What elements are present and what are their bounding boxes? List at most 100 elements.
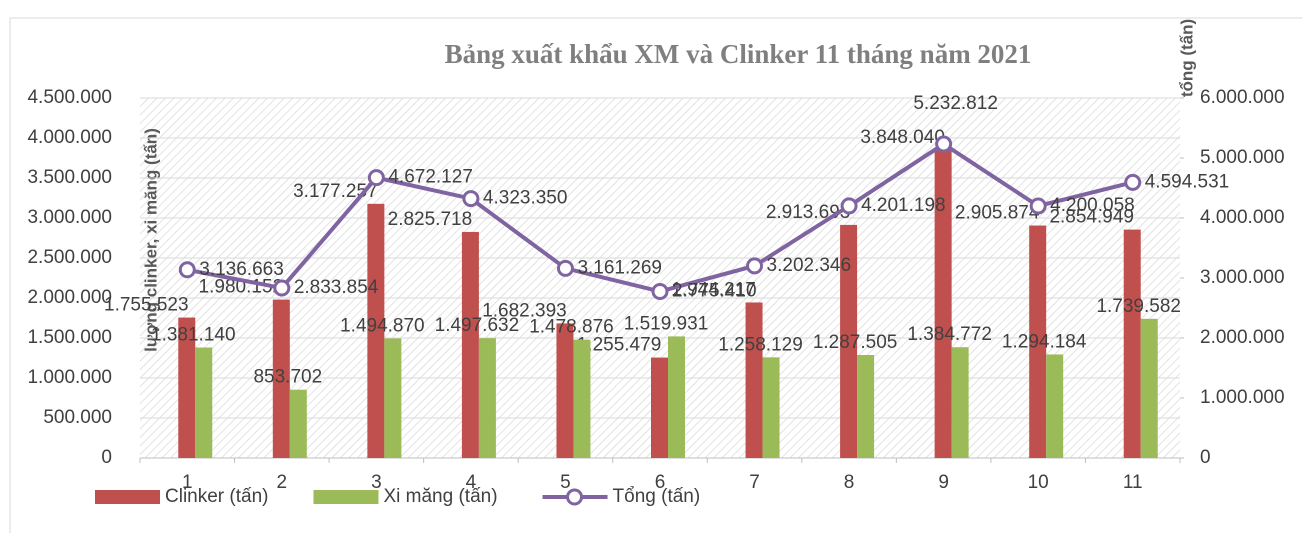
- x-tick-label: 10: [1028, 472, 1049, 493]
- bar: [195, 347, 213, 458]
- bar: [289, 389, 307, 458]
- bar: [461, 231, 479, 458]
- line-point: [840, 197, 858, 215]
- data-label: 2.854.949: [1049, 207, 1134, 228]
- line-point: [462, 190, 480, 208]
- line-point: [651, 282, 669, 300]
- data-label: 3.202.346: [767, 255, 852, 276]
- data-label: 1.755.523: [104, 295, 189, 316]
- data-label: 1.980.152: [199, 277, 284, 298]
- legend-label: Clinker (tấn): [165, 486, 268, 507]
- y2-tick-label: 5.000.000: [1200, 147, 1285, 168]
- data-label: 1.478.876: [529, 317, 614, 338]
- y2-tick-label: 0: [1200, 447, 1211, 468]
- y2-tick-label: 6.000.000: [1200, 87, 1285, 108]
- data-label: 3.848.040: [860, 127, 945, 148]
- bar: [478, 338, 496, 458]
- y-tick-label: 4.500.000: [27, 87, 112, 108]
- data-label: 1.497.632: [435, 315, 520, 336]
- data-label: 4.323.350: [483, 188, 568, 209]
- data-label: 1.494.870: [340, 315, 425, 336]
- data-label: 4.672.127: [388, 167, 473, 188]
- data-label: 1.739.582: [1096, 296, 1181, 317]
- y2-tick-label: 1.000.000: [1200, 387, 1285, 408]
- data-label: 1.255.479: [577, 335, 662, 356]
- y-tick-label: 1.500.000: [27, 327, 112, 348]
- line-point: [556, 259, 574, 277]
- bar: [1029, 225, 1047, 458]
- bar: [840, 224, 858, 458]
- data-label: 2.775.410: [672, 280, 757, 301]
- x-tick-label: 1: [182, 472, 193, 493]
- data-label: 5.232.812: [913, 93, 998, 114]
- y-tick-label: 1.000.000: [27, 367, 112, 388]
- data-label: 3.161.269: [577, 257, 662, 278]
- data-label: 1.294.184: [1002, 331, 1087, 352]
- bar: [1140, 318, 1158, 458]
- x-tick-label: 6: [655, 472, 666, 493]
- y-axis-label: lượng clinker, xi măng (tấn): [141, 128, 160, 352]
- data-label: 4.594.531: [1145, 171, 1230, 192]
- bar: [367, 203, 385, 458]
- y-tick-label: 2.000.000: [27, 287, 112, 308]
- legend-label: Tổng (tấn): [613, 486, 701, 507]
- x-tick-label: 5: [560, 472, 571, 493]
- line-point: [935, 135, 953, 153]
- x-tick-label: 7: [749, 472, 760, 493]
- bar: [951, 347, 969, 458]
- data-label: 3.136.663: [199, 259, 284, 280]
- bar: [762, 357, 780, 458]
- bar: [745, 302, 763, 458]
- legend-label: Xi măng (tấn): [383, 486, 497, 507]
- y2-tick-label: 4.000.000: [1200, 207, 1285, 228]
- y-tick-label: 500.000: [43, 407, 112, 428]
- data-label: 1.384.772: [907, 324, 992, 345]
- x-tick-label: 3: [371, 472, 382, 493]
- bar: [668, 336, 685, 458]
- x-tick-label: 9: [938, 472, 949, 493]
- data-label: 2.825.718: [388, 209, 473, 230]
- data-label: 1.381.140: [151, 325, 236, 346]
- bar: [272, 299, 290, 458]
- y2-axis-label: tổng (tấn): [1177, 19, 1196, 97]
- bar: [556, 323, 574, 458]
- x-tick-label: 11: [1123, 472, 1143, 493]
- line-point: [273, 279, 291, 297]
- y-tick-label: 4.000.000: [27, 127, 112, 148]
- data-label: 1.519.931: [624, 313, 709, 334]
- data-label: 2.905.874: [955, 203, 1040, 224]
- y2-tick-label: 2.000.000: [1200, 327, 1285, 348]
- data-label: 4.201.198: [861, 195, 946, 216]
- bar: [1123, 229, 1141, 458]
- bar: [857, 354, 875, 458]
- data-label: 3.177.257: [293, 181, 378, 202]
- y-tick-label: 0: [101, 447, 112, 468]
- line-point: [746, 257, 764, 275]
- line-point: [178, 261, 196, 279]
- bar: [651, 357, 668, 458]
- line-point: [1029, 197, 1047, 215]
- y-tick-label: 2.500.000: [27, 247, 112, 268]
- data-label: 1.287.505: [813, 332, 898, 353]
- y2-tick-label: 3.000.000: [1200, 267, 1285, 288]
- legend-swatch: [95, 490, 160, 504]
- data-label: 4.200.058: [1050, 195, 1135, 216]
- data-label: 2.833.854: [294, 277, 379, 298]
- legend-swatch: [566, 488, 584, 506]
- x-tick-label: 4: [466, 472, 477, 493]
- bar: [178, 317, 196, 458]
- bar: [934, 150, 952, 458]
- chart-title: Bảng xuất khẩu XM và Clinker 11 tháng nă…: [445, 39, 1032, 69]
- y-tick-label: 3.500.000: [27, 167, 112, 188]
- x-tick-label: 2: [277, 472, 288, 493]
- data-label: 1.258.129: [718, 334, 803, 355]
- bar: [384, 338, 402, 458]
- bar: [573, 339, 591, 458]
- y-tick-label: 3.000.000: [27, 207, 112, 228]
- line-point: [367, 169, 385, 187]
- legend-swatch: [313, 490, 379, 504]
- bar: [1046, 354, 1064, 458]
- data-label: 853.702: [253, 367, 322, 388]
- x-tick-label: 8: [844, 472, 855, 493]
